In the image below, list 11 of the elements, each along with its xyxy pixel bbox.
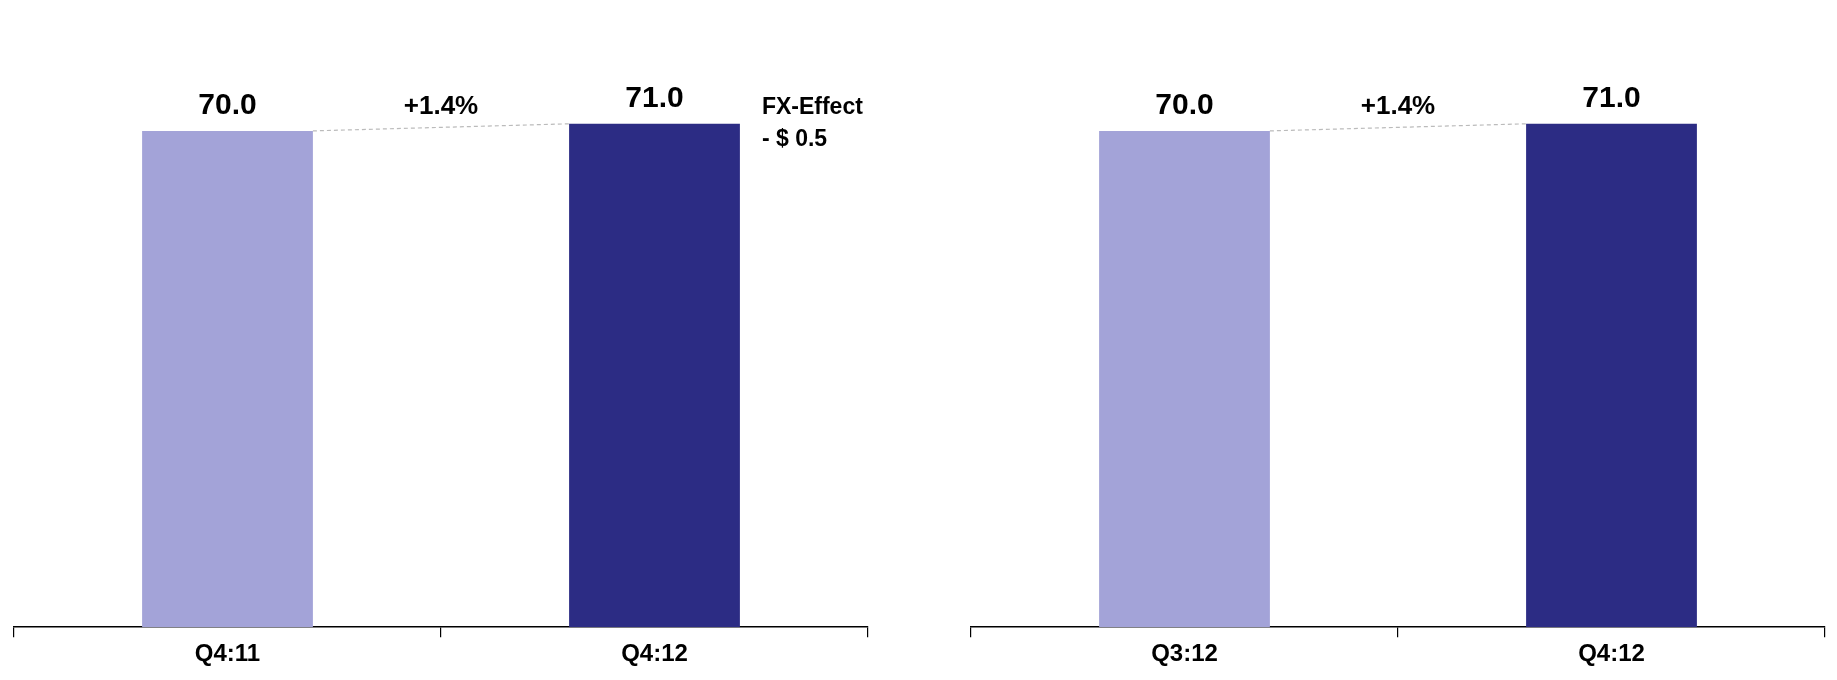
text: +1.4% — [1360, 89, 1436, 120]
data-label: 71.0 — [1582, 80, 1641, 114]
x-tick-label: Q4:12 — [1578, 639, 1645, 667]
data-label: 70.0 — [1155, 87, 1214, 121]
x-tick-label: Q3:12 — [1151, 639, 1218, 667]
x-tick-label: Q4:11 — [194, 639, 261, 667]
data-label: 70.0 — [198, 87, 257, 121]
data-label: 71.0 — [625, 80, 684, 114]
text: +1.4% — [403, 89, 479, 120]
x-tick-label: Q4:12 — [621, 639, 688, 667]
annotation: FX-Effect - $ 0.5 — [761, 92, 864, 151]
